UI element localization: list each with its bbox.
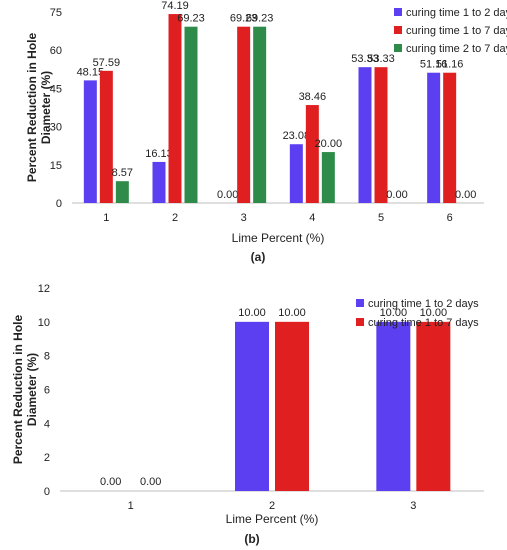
data-label: 69.23 [246,13,274,25]
x-tick-label: 5 [378,212,384,224]
legend-swatch [356,318,364,326]
data-label: 74.19 [161,0,189,12]
y-tick-label: 4 [44,418,50,430]
legend-swatch [394,8,402,16]
y-tick-label: 2 [44,452,50,464]
data-label: 57.59 [93,57,121,69]
data-label: 51.16 [420,59,448,71]
data-label: 16.13 [145,148,173,160]
data-label: 69.23 [230,13,258,25]
bar-a-s1-c1 [83,80,97,203]
x-tick-label: 1 [103,212,109,224]
data-label: 53.33 [351,53,379,65]
bar-a-s3-c2 [184,26,198,203]
data-label: 0.00 [140,476,161,488]
x-tick-label: 3 [241,212,247,224]
data-label: 53.33 [367,53,395,65]
data-label: 23.08 [283,130,311,142]
data-label: 10.00 [420,307,448,319]
bar-a-s1-c4 [289,144,303,203]
bar-a-s3-c4 [321,152,335,203]
bar-a-s2-c6 [443,72,457,204]
data-label: 38.46 [299,91,327,103]
bar-a-s2-c2 [168,14,182,203]
x-tick-label: 4 [309,212,315,224]
y-tick-label: 6 [44,385,50,397]
data-label: 0.00 [455,189,476,201]
data-label: 51.16 [436,59,464,71]
y-tick-label: 30 [50,122,62,134]
bar-b-s2-c2 [275,321,309,491]
legend-label: curing time 1 to 2 days [406,7,507,19]
data-label: 69.23 [177,13,205,25]
x-tick-label: 2 [269,500,275,512]
legend-label: curing time 1 to 2 days [368,298,479,310]
y-tick-label: 60 [50,45,62,57]
data-label: 10.00 [380,307,408,319]
y-tick-label: 0 [44,486,50,498]
bar-a-s3-c1 [115,181,129,203]
bar-a-s3-c3 [253,26,267,203]
data-label: 0.00 [386,189,407,201]
data-label: 10.00 [278,307,306,319]
bar-a-s1-c2 [152,161,166,203]
x-axis-title: Lime Percent (%) [232,231,325,245]
x-tick-label: 1 [128,500,134,512]
y-tick-label: 8 [44,351,50,363]
x-tick-label: 6 [447,212,453,224]
data-label: 20.00 [315,138,343,150]
legend-swatch [394,26,402,34]
bar-b-s2-c3 [416,321,451,491]
y-axis-title: Percent Reduction in HoleDiameter (%) [11,314,39,464]
y-tick-label: 10 [38,317,50,329]
bar-a-s1-c6 [427,72,441,204]
x-axis-title: Lime Percent (%) [226,512,319,526]
legend-swatch [394,44,402,52]
panel-label: (a) [251,250,266,264]
bar-b-s1-c3 [376,321,411,491]
data-label: 10.00 [238,307,266,319]
data-label: 48.15 [77,66,105,78]
bar-a-s2-c3 [237,26,251,203]
data-label: 8.57 [112,167,133,179]
bar-a-s2-c5 [374,67,388,203]
legend-label: curing time 1 to 7 days [368,317,479,329]
y-tick-label: 0 [56,198,62,210]
data-label: 0.00 [100,476,121,488]
legend-label: curing time 2 to 7 days [406,43,507,55]
bar-a-s1-c5 [358,67,372,203]
bar-a-s2-c1 [99,70,113,203]
x-tick-label: 3 [410,500,416,512]
data-label: 0.00 [217,189,238,201]
legend-swatch [356,299,364,307]
legend-label: curing time 1 to 7 days [406,25,507,37]
bar-b-s1-c2 [235,321,269,491]
y-tick-label: 12 [38,283,50,295]
y-tick-label: 75 [50,7,62,19]
panel-label: (b) [244,532,259,546]
bar-a-s2-c4 [305,105,319,203]
x-tick-label: 2 [172,212,178,224]
y-tick-label: 45 [50,83,62,95]
y-axis-title: Percent Reduction in HoleDiameter (%) [25,32,53,182]
y-tick-label: 15 [50,160,62,172]
